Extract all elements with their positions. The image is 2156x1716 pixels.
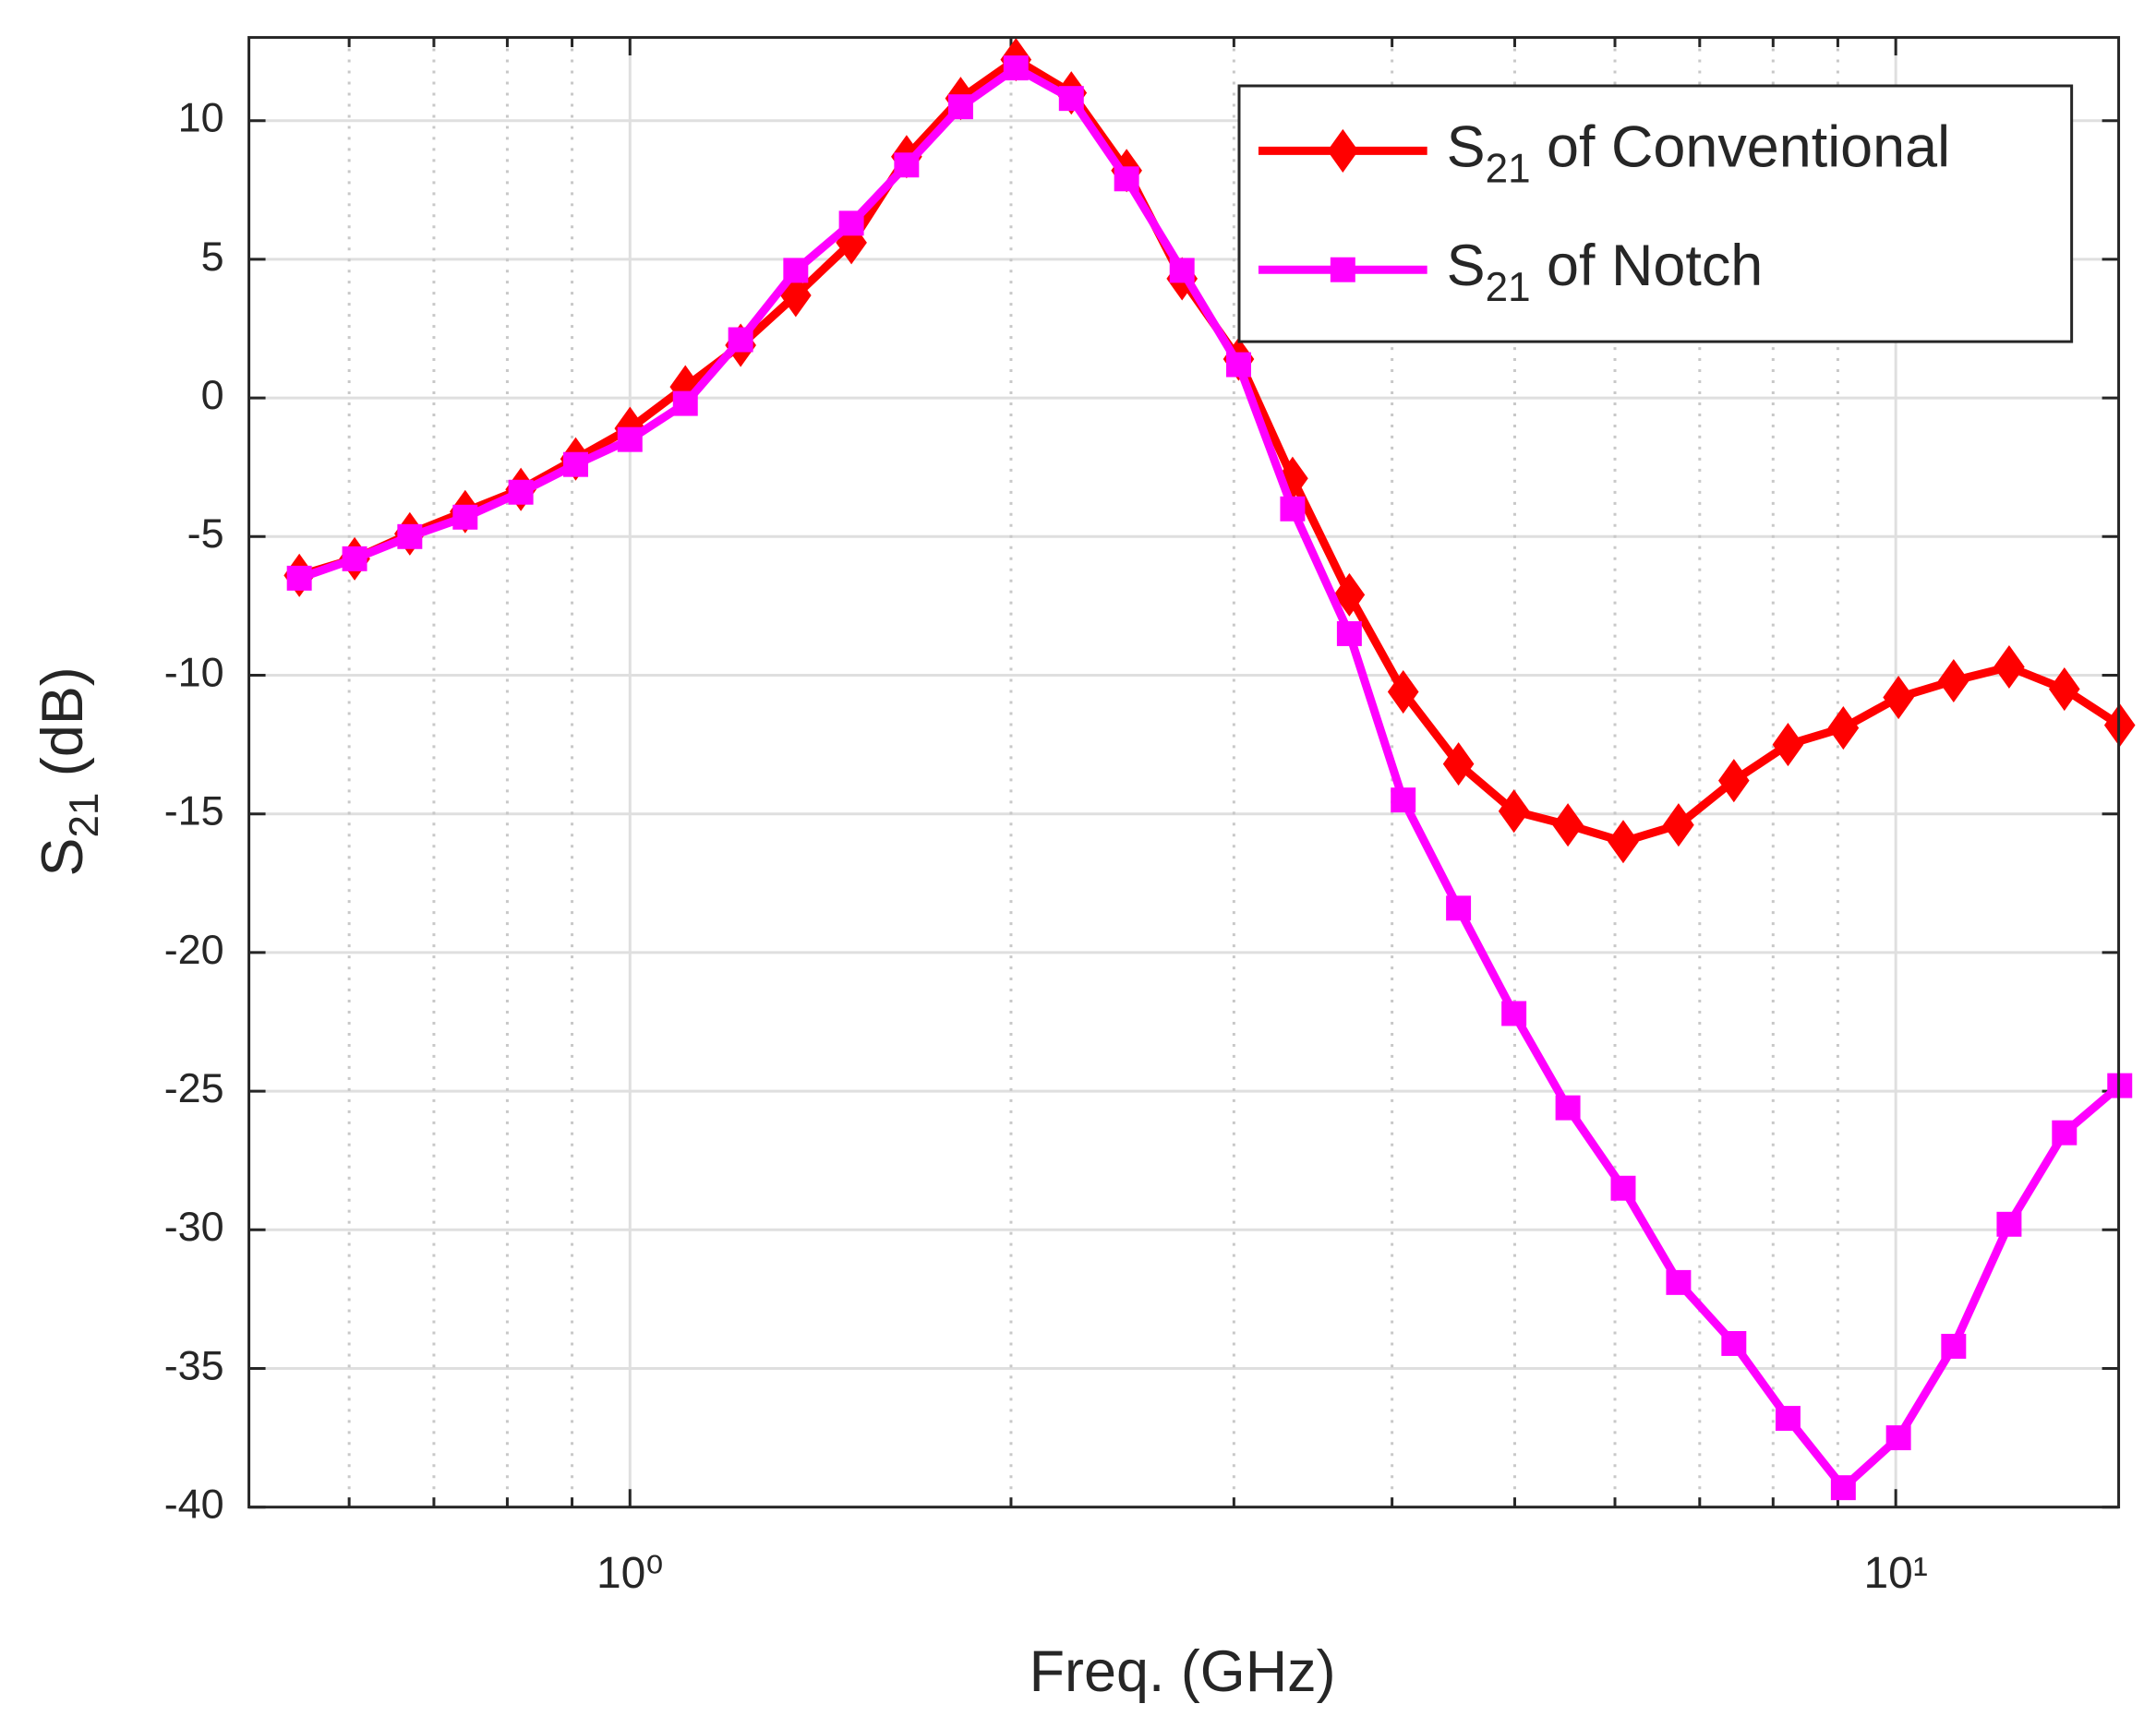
- marker: [286, 565, 312, 591]
- legend-label: S21 of Conventional: [1447, 114, 1950, 191]
- marker: [452, 504, 478, 530]
- y-tick-label: -5: [187, 510, 224, 557]
- marker: [1169, 258, 1195, 283]
- marker: [1442, 742, 1475, 786]
- marker: [1058, 86, 1084, 112]
- marker: [1336, 620, 1362, 646]
- marker: [1114, 166, 1139, 192]
- marker: [1885, 1425, 1911, 1451]
- marker: [1718, 759, 1750, 803]
- marker: [1830, 1475, 1856, 1501]
- marker: [1226, 352, 1251, 378]
- marker: [672, 390, 698, 416]
- marker: [780, 273, 812, 318]
- x-axis-label: Freq. (GHz): [1030, 1639, 1336, 1704]
- y-tick-label: -35: [164, 1341, 224, 1388]
- y-tick-label: -20: [164, 926, 224, 973]
- x-tick-label: 10⁰: [596, 1549, 664, 1598]
- marker: [1775, 1406, 1801, 1432]
- marker: [1280, 496, 1306, 522]
- marker: [1446, 895, 1472, 921]
- y-axis-label: S21 (dB): [30, 666, 107, 876]
- marker: [563, 451, 588, 477]
- legend-marker: [1330, 257, 1355, 282]
- marker: [1391, 787, 1416, 813]
- marker: [1387, 669, 1419, 714]
- marker: [1610, 1175, 1636, 1201]
- marker: [342, 546, 367, 571]
- marker: [1666, 1269, 1692, 1295]
- legend-marker: [1327, 128, 1359, 173]
- marker: [1993, 644, 2025, 690]
- marker: [1552, 803, 1584, 847]
- y-tick-label: -30: [164, 1203, 224, 1250]
- marker: [397, 523, 423, 549]
- marker: [1498, 789, 1530, 834]
- marker: [1501, 1001, 1527, 1026]
- marker: [894, 152, 920, 178]
- marker: [1555, 1095, 1581, 1121]
- y-tick-label: 10: [178, 94, 224, 141]
- marker: [1721, 1330, 1747, 1356]
- marker: [1827, 706, 1860, 750]
- marker: [1772, 723, 1804, 767]
- marker: [1608, 820, 1639, 864]
- legend-label: S21 of Notch: [1447, 234, 1764, 310]
- marker: [1003, 55, 1029, 81]
- marker: [1883, 675, 1914, 720]
- legend-box: [1237, 84, 2074, 343]
- marker: [1996, 1211, 2022, 1237]
- marker: [2052, 1120, 2078, 1146]
- marker: [1941, 1333, 1967, 1359]
- marker: [1333, 572, 1366, 617]
- y-tick-label: 0: [201, 371, 224, 418]
- marker: [783, 258, 809, 283]
- marker: [1938, 658, 1969, 703]
- marker: [2048, 666, 2080, 712]
- marker: [728, 327, 753, 353]
- y-tick-label: -40: [164, 1481, 224, 1528]
- marker: [1663, 803, 1694, 847]
- y-tick-label: -15: [164, 787, 224, 834]
- series-line: [297, 64, 2119, 1493]
- x-tick-label: 10¹: [1864, 1549, 1928, 1598]
- axes-box: [247, 36, 2121, 1509]
- y-tick-label: -25: [164, 1064, 224, 1111]
- marker: [617, 426, 643, 452]
- marker: [508, 479, 534, 505]
- y-tick-label: -10: [164, 648, 224, 695]
- y-tick-label: 5: [201, 233, 224, 280]
- marker: [838, 210, 864, 236]
- marker: [947, 94, 973, 120]
